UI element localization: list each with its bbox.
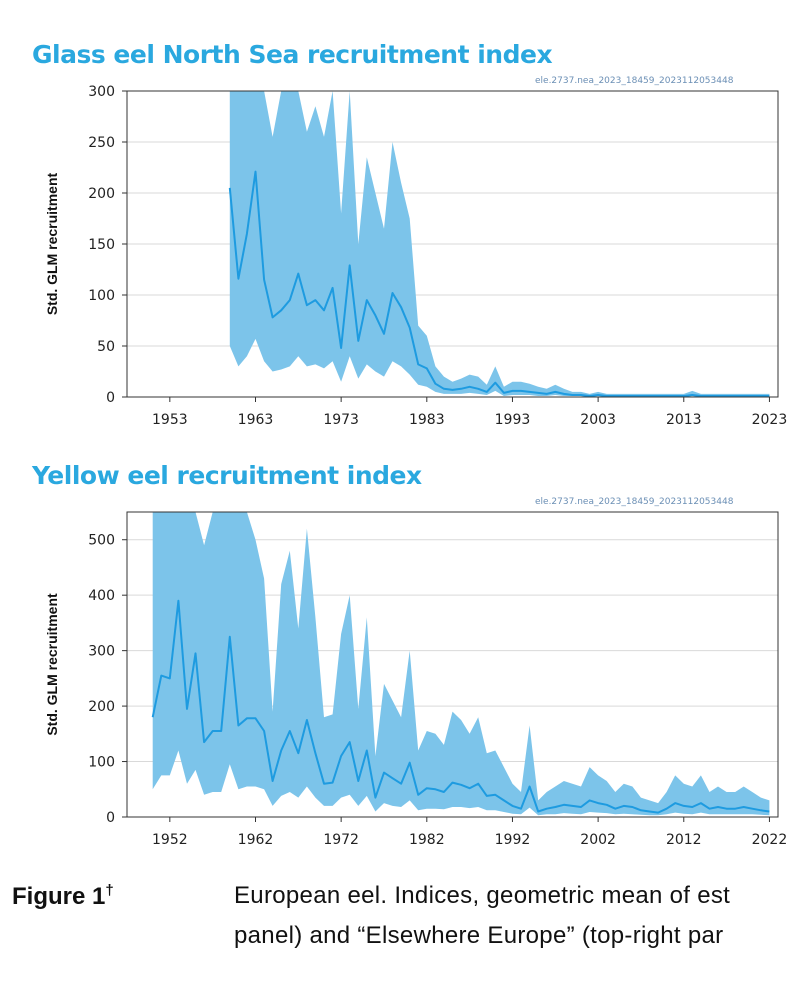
chart2-xtick-label: 1992 bbox=[495, 832, 531, 848]
chart2-xtick-label: 1982 bbox=[409, 832, 445, 848]
chart2-ytick-label: 300 bbox=[88, 644, 115, 660]
chart1-reference: ele.2737.nea_2023_18459_2023112053448 bbox=[535, 76, 734, 86]
chart1-confidence-band bbox=[229, 91, 770, 397]
chart1-ytick-label: 300 bbox=[88, 84, 115, 100]
figure-label: Figure 1† bbox=[12, 882, 114, 910]
chart1-xtick-label: 1983 bbox=[409, 412, 445, 428]
chart2-xtick-label: 1962 bbox=[238, 832, 274, 848]
chart2-ylabel: Std. GLM recruitment bbox=[44, 593, 60, 736]
chart1-plot-frame bbox=[126, 90, 779, 398]
chart1-xtick-label: 1993 bbox=[495, 412, 531, 428]
chart2-ytick-label: 400 bbox=[88, 588, 115, 604]
chart2-xtick-label: 2012 bbox=[666, 832, 702, 848]
chart1-ytick-label: 0 bbox=[106, 390, 115, 406]
figure-dagger: † bbox=[105, 882, 114, 899]
chart2-confidence-band bbox=[152, 512, 770, 816]
chart2-xtick-label: 1972 bbox=[323, 832, 359, 848]
chart2-xtick-label: 2022 bbox=[752, 832, 788, 848]
caption-line-2: panel) and “Elsewhere Europe” (top-right… bbox=[234, 922, 724, 949]
chart1-xtick-label: 2003 bbox=[580, 412, 616, 428]
chart1-ylabel: Std. GLM recruitment bbox=[44, 172, 60, 315]
chart1-xtick-label: 1973 bbox=[323, 412, 359, 428]
chart1-xtick-label: 1963 bbox=[238, 412, 274, 428]
chart1-index-line bbox=[228, 170, 770, 397]
chart2-ytick-label: 100 bbox=[88, 755, 115, 771]
chart1-title: Glass eel North Sea recruitment index bbox=[32, 40, 553, 69]
chart2: 0 100 200 300 400 500 1952 1962 1972 1982 1992 2002… bbox=[44, 511, 788, 848]
chart1-xtick-label: 2013 bbox=[666, 412, 702, 428]
chart2-title: Yellow eel recruitment index bbox=[32, 461, 422, 490]
chart2-index-line bbox=[151, 599, 770, 814]
chart2-plot-frame bbox=[126, 511, 779, 818]
chart1-ytick-label: 150 bbox=[88, 237, 115, 253]
chart2-ytick-label: 0 bbox=[106, 810, 115, 826]
figure-caption: Figure 1† European eel. Indices, geometr… bbox=[0, 878, 803, 988]
chart1-xtick-label: 1953 bbox=[152, 412, 188, 428]
chart1-ytick-label: 100 bbox=[88, 288, 115, 304]
chart1-ytick-label: 50 bbox=[97, 339, 115, 355]
chart1: 0 50 100 150 200 250 300 1953 1963 1973 1983 1993 20… bbox=[44, 84, 788, 428]
chart2-reference: ele.2737.nea_2023_18459_2023112053448 bbox=[535, 497, 734, 507]
chart1-xtick-label: 2023 bbox=[752, 412, 788, 428]
chart2-xtick-label: 2002 bbox=[580, 832, 616, 848]
chart1-ytick-label: 250 bbox=[88, 135, 115, 151]
chart2-ytick-label: 500 bbox=[88, 533, 115, 549]
caption-line-1: European eel. Indices, geometric mean of… bbox=[234, 882, 731, 909]
chart2-xtick-label: 1952 bbox=[152, 832, 188, 848]
chart1-ytick-label: 200 bbox=[88, 186, 115, 202]
chart2-ytick-label: 200 bbox=[88, 699, 115, 715]
